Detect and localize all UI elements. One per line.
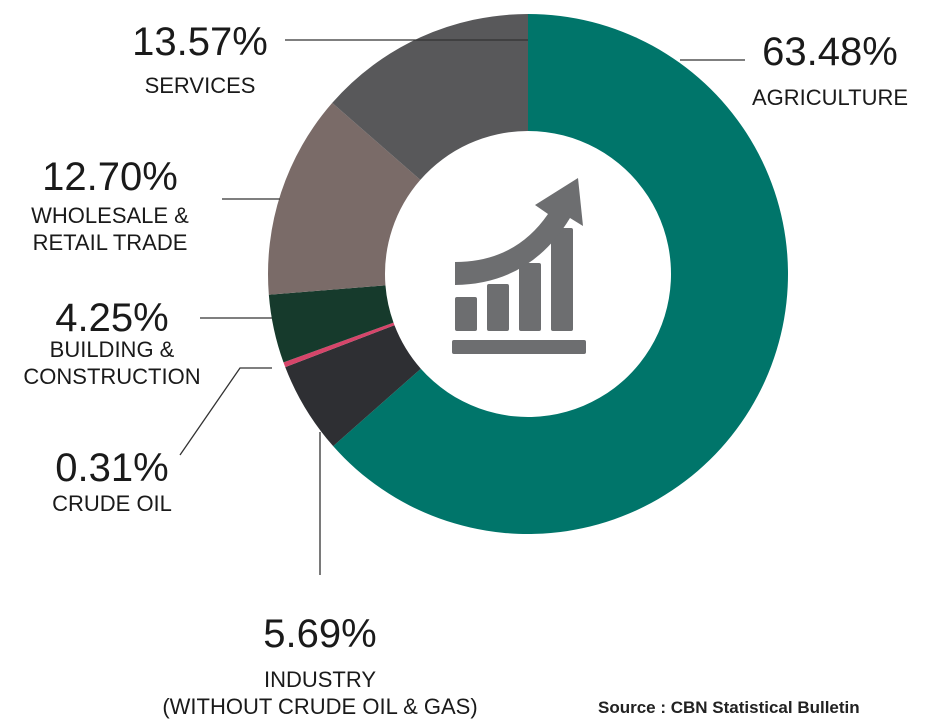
category-label: SERVICES [144,73,256,98]
leader-line [179,367,272,456]
slice [333,14,788,534]
slice [285,325,421,447]
value-label: 12.70% [42,155,178,199]
slice [283,322,395,368]
category-label: INDUSTRY (WITHOUT CRUDE OIL & GAS) [162,667,478,719]
slices [267,14,788,534]
category-label: WHOLESALE & RETAIL TRADE [31,203,189,255]
growth-icon [452,178,586,354]
value-label: 13.57% [132,20,268,64]
value-label: 5.69% [263,612,377,656]
category-label: AGRICULTURE [751,85,909,110]
source: Source : CBN Statistical Bulletin [598,698,860,717]
slice [267,102,421,295]
value-label: 0.31% [55,446,169,490]
category-label: BUILDING & CONSTRUCTION [23,337,201,389]
category-label: CRUDE OIL [52,491,172,516]
slice [332,14,528,180]
slice [268,285,394,363]
leader-lines [179,39,745,575]
value-label: 4.25% [55,296,169,340]
value-label: 63.48% [762,30,898,74]
